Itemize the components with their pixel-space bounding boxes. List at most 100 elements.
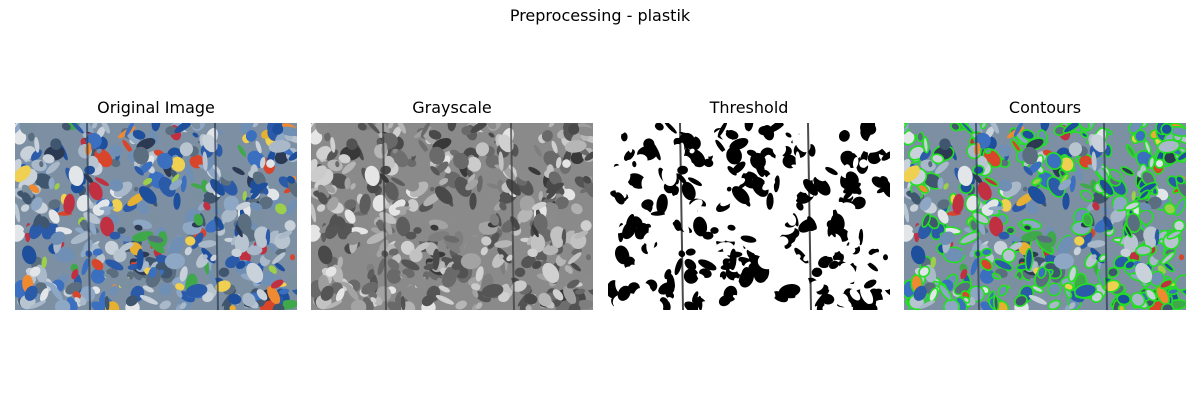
texture-blob [1144,288,1158,302]
texture-blob [531,201,547,211]
texture-blob [1062,123,1083,134]
texture-blob [256,289,268,301]
texture-blob [396,216,411,237]
texture-blob [568,303,581,310]
texture-blob [921,213,932,228]
texture-blob [763,156,779,172]
texture-blob [444,237,461,254]
texture-blob [224,203,231,211]
texture-blob [741,267,750,278]
texture-blob [344,199,357,210]
texture-blob [320,285,334,301]
texture-blob [1073,246,1081,256]
texture-blob [612,123,628,135]
texture-blob [514,267,526,278]
texture-blob [335,161,340,168]
texture-blob [91,301,109,310]
texture-blob [642,284,656,301]
texture-blob [795,151,801,171]
texture-blob [258,196,273,210]
texture-blob [1082,213,1093,227]
texture-blob [904,203,910,223]
texture-blob [317,184,330,199]
texture-blob [286,198,297,216]
texture-blob [758,125,770,136]
texture-blob [274,150,289,165]
texture-blob [703,158,714,168]
texture-blob [848,235,861,248]
texture-blob [861,140,884,153]
texture-blob [39,161,44,168]
texture-blob [454,283,468,296]
texture-blob [317,192,328,205]
texture-blob [41,256,47,269]
texture-blob [34,137,40,153]
texture-blob [15,203,21,223]
texture-blob [693,123,704,134]
texture-blob [242,292,256,307]
texture-blob [835,292,849,307]
texture-blob [918,300,936,309]
texture-blob [582,275,593,291]
texture-blob [1147,196,1162,210]
texture-blob [237,144,247,157]
texture-blob [622,266,634,277]
texture-blob [42,154,55,164]
texture-blob [979,268,995,284]
texture-blob [235,260,246,270]
texture-blob [530,233,546,253]
texture-blob [1160,251,1176,265]
texture-blob [1045,152,1063,170]
texture-blob [1008,277,1022,290]
texture-blob [272,123,284,135]
texture-blob [325,300,343,309]
texture-blob [582,198,593,216]
texture-blob [777,246,785,256]
texture-blob [727,166,737,176]
texture-blob [937,177,944,190]
texture-blob [460,253,481,270]
texture-blob [871,288,883,295]
texture-blob [1174,198,1186,217]
texture-blob [908,123,924,135]
texture-blob [696,273,705,279]
texture-blob [335,288,345,302]
texture-blob [1079,189,1095,202]
texture-blob [576,126,593,137]
texture-blob [350,183,356,190]
texture-blob [180,175,187,193]
texture-blob [524,293,538,305]
texture-blob [96,148,102,154]
texture-blob [133,146,149,165]
texture-blob [608,130,620,145]
texture-blob [1138,189,1150,201]
texture-blob [983,176,999,187]
texture-blob [1057,236,1074,255]
texture-blob [631,216,643,229]
texture-blob [131,231,154,242]
texture-blob [993,295,1000,310]
texture-blob [104,295,110,310]
texture-blob [325,266,337,277]
texture-blob [641,199,654,210]
texture-blob [867,262,879,272]
texture-blob [1064,288,1073,299]
texture-blob [1135,244,1153,257]
texture-blob [879,175,889,184]
texture-blob [622,220,637,240]
texture-blob [1025,200,1038,215]
texture-blob [369,243,380,255]
texture-blob [159,300,171,310]
texture-blob [388,248,399,256]
texture-blob [538,190,543,201]
texture-blob [910,245,926,265]
texture-blob [311,165,327,183]
texture-blob [980,301,998,310]
texture-blob [627,137,633,153]
texture-blob [873,126,890,137]
texture-blob [61,123,71,131]
texture-blob [574,230,589,239]
texture-blob [698,259,717,271]
texture-blob [506,254,514,262]
texture-blob [930,256,936,269]
